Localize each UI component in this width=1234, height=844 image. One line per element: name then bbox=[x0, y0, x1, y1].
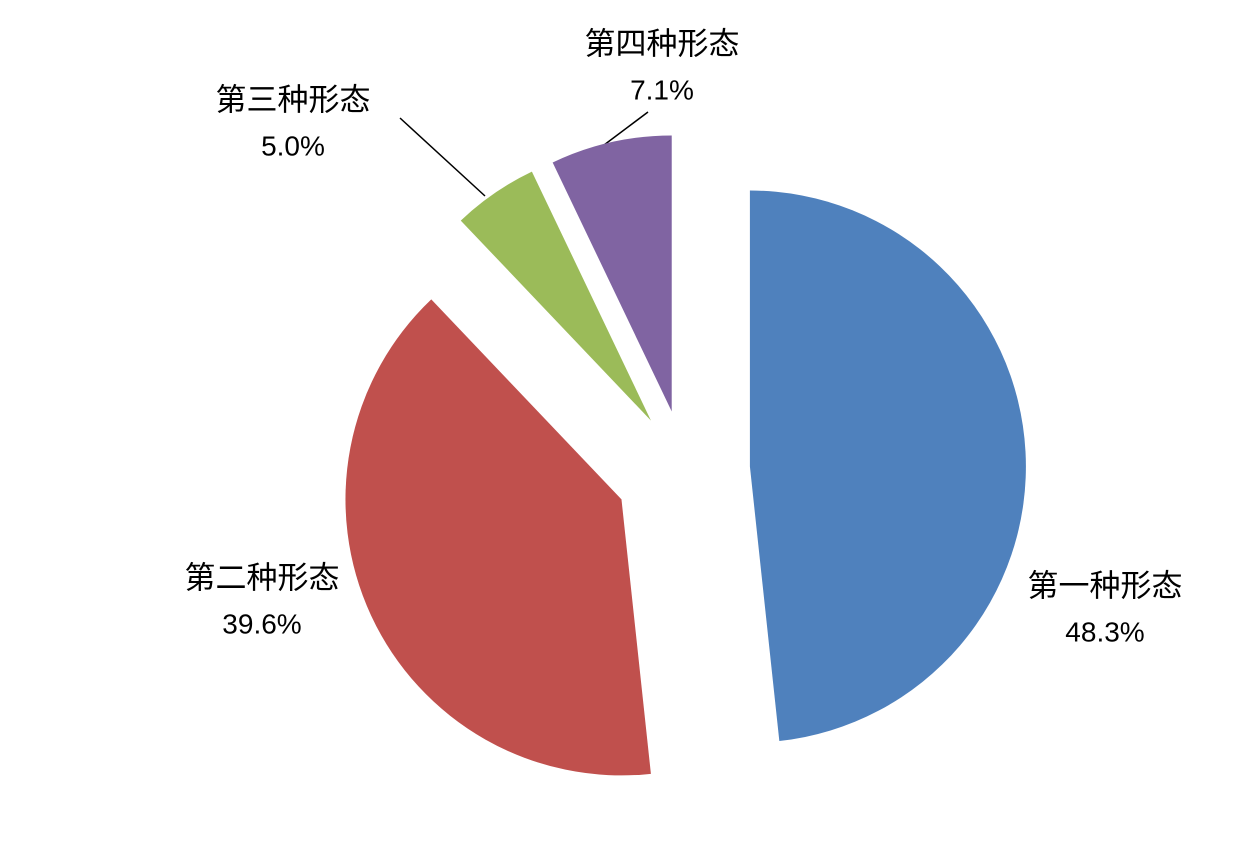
slice-label: 第四种形态 bbox=[585, 27, 740, 63]
slice-label: 第一种形态 bbox=[1028, 569, 1183, 605]
pie-slice bbox=[460, 171, 651, 421]
pie-slice bbox=[552, 135, 672, 412]
pie-slice bbox=[345, 299, 651, 776]
slice-label: 第二种形态 bbox=[185, 561, 340, 597]
slice-label: 第三种形态 bbox=[216, 83, 371, 119]
leader-line bbox=[399, 117, 486, 197]
leader-line bbox=[603, 111, 649, 146]
slice-value: 5.0% bbox=[261, 130, 325, 161]
slice-value: 48.3% bbox=[1065, 616, 1144, 647]
slice-value: 7.1% bbox=[630, 74, 694, 105]
pie-slice bbox=[749, 190, 1026, 741]
slice-value: 39.6% bbox=[222, 608, 301, 639]
